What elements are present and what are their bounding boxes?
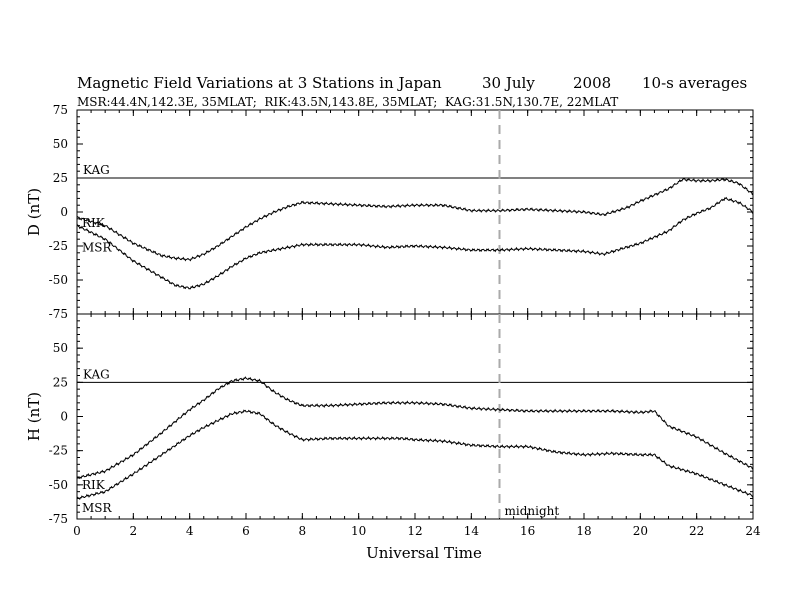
series-label-rik: RIK: [82, 216, 106, 230]
y-tick-label: 0: [60, 410, 68, 424]
x-tick-label: 20: [633, 524, 648, 538]
chart-title: Magnetic Field Variations at 3 Stations …: [77, 74, 442, 92]
x-tick-label: 14: [464, 524, 480, 538]
chart-date-day: 30 July: [482, 74, 535, 92]
x-tick-label: 18: [576, 524, 591, 538]
series-line-rik: [76, 177, 754, 262]
x-tick-label: 8: [299, 524, 307, 538]
x-tick-label: 4: [186, 524, 194, 538]
series-label-msr: MSR: [82, 240, 113, 254]
x-tick-label: 0: [73, 524, 81, 538]
x-tick-label: 24: [745, 524, 761, 538]
x-tick-label: 12: [407, 524, 422, 538]
y-axis-label: H (nT): [25, 392, 43, 441]
d-component-panel: -75 -50 -25 0 25 50 75 D (nT) KAG RIK MSR: [25, 103, 754, 321]
midnight-label: midnight: [505, 504, 560, 518]
chart-averaging: 10-s averages: [642, 74, 747, 92]
x-tick-label: 22: [689, 524, 704, 538]
y-tick-label: -50: [49, 478, 68, 492]
x-axis-label: Universal Time: [366, 544, 482, 562]
y-tick-label: 25: [53, 171, 68, 185]
series-label-msr: MSR: [82, 501, 113, 515]
y-tick-label: -75: [49, 307, 68, 321]
series-line-msr: [76, 409, 754, 501]
x-tick-label: 16: [520, 524, 535, 538]
y-tick-label: 75: [53, 103, 68, 117]
y-axis-label: D (nT): [25, 188, 43, 236]
kag-label: KAG: [83, 163, 110, 177]
y-tick-label: 50: [53, 341, 68, 355]
x-tick-label: 2: [130, 524, 138, 538]
y-tick-label: -25: [49, 239, 68, 253]
chart-date-year: 2008: [573, 74, 611, 92]
y-tick-label: 25: [53, 375, 68, 389]
y-tick-label: -50: [49, 273, 68, 287]
kag-label: KAG: [83, 367, 110, 381]
y-tick-label: 50: [53, 137, 68, 151]
y-tick-label: 0: [60, 205, 68, 219]
series-line-msr: [76, 196, 754, 290]
series-line-rik: [76, 376, 754, 480]
chart-subtitle: MSR:44.4N,142.3E, 35MLAT; RIK:43.5N,143.…: [77, 95, 618, 109]
series-label-rik: RIK: [82, 478, 106, 492]
y-tick-label: -75: [49, 512, 68, 526]
panel-frame: [76, 109, 754, 315]
y-tick-label: -25: [49, 444, 68, 458]
panel-frame: [76, 313, 754, 520]
x-tick-label: 10: [351, 524, 366, 538]
x-tick-label: 6: [242, 524, 250, 538]
